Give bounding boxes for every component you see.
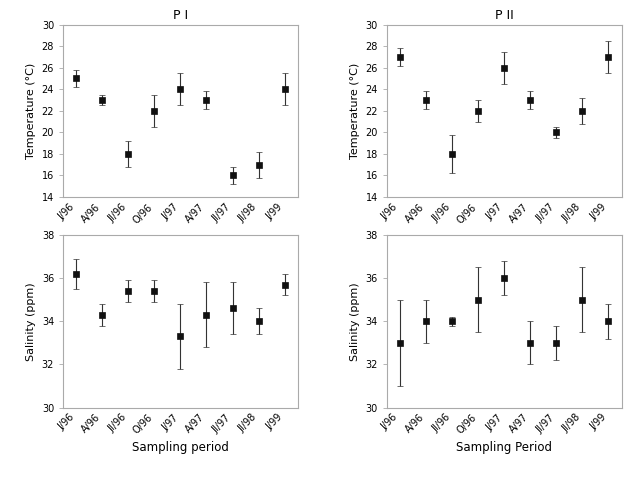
X-axis label: Sampling Period: Sampling Period [456, 441, 552, 454]
Title: P II: P II [495, 9, 514, 22]
Y-axis label: Temperature (°C): Temperature (°C) [26, 63, 36, 159]
Y-axis label: Salinity (ppm): Salinity (ppm) [26, 282, 36, 360]
Title: P I: P I [173, 9, 188, 22]
X-axis label: Sampling period: Sampling period [132, 441, 229, 454]
Y-axis label: Salinity (ppm): Salinity (ppm) [350, 282, 360, 360]
Y-axis label: Temperature (°C): Temperature (°C) [350, 63, 360, 159]
